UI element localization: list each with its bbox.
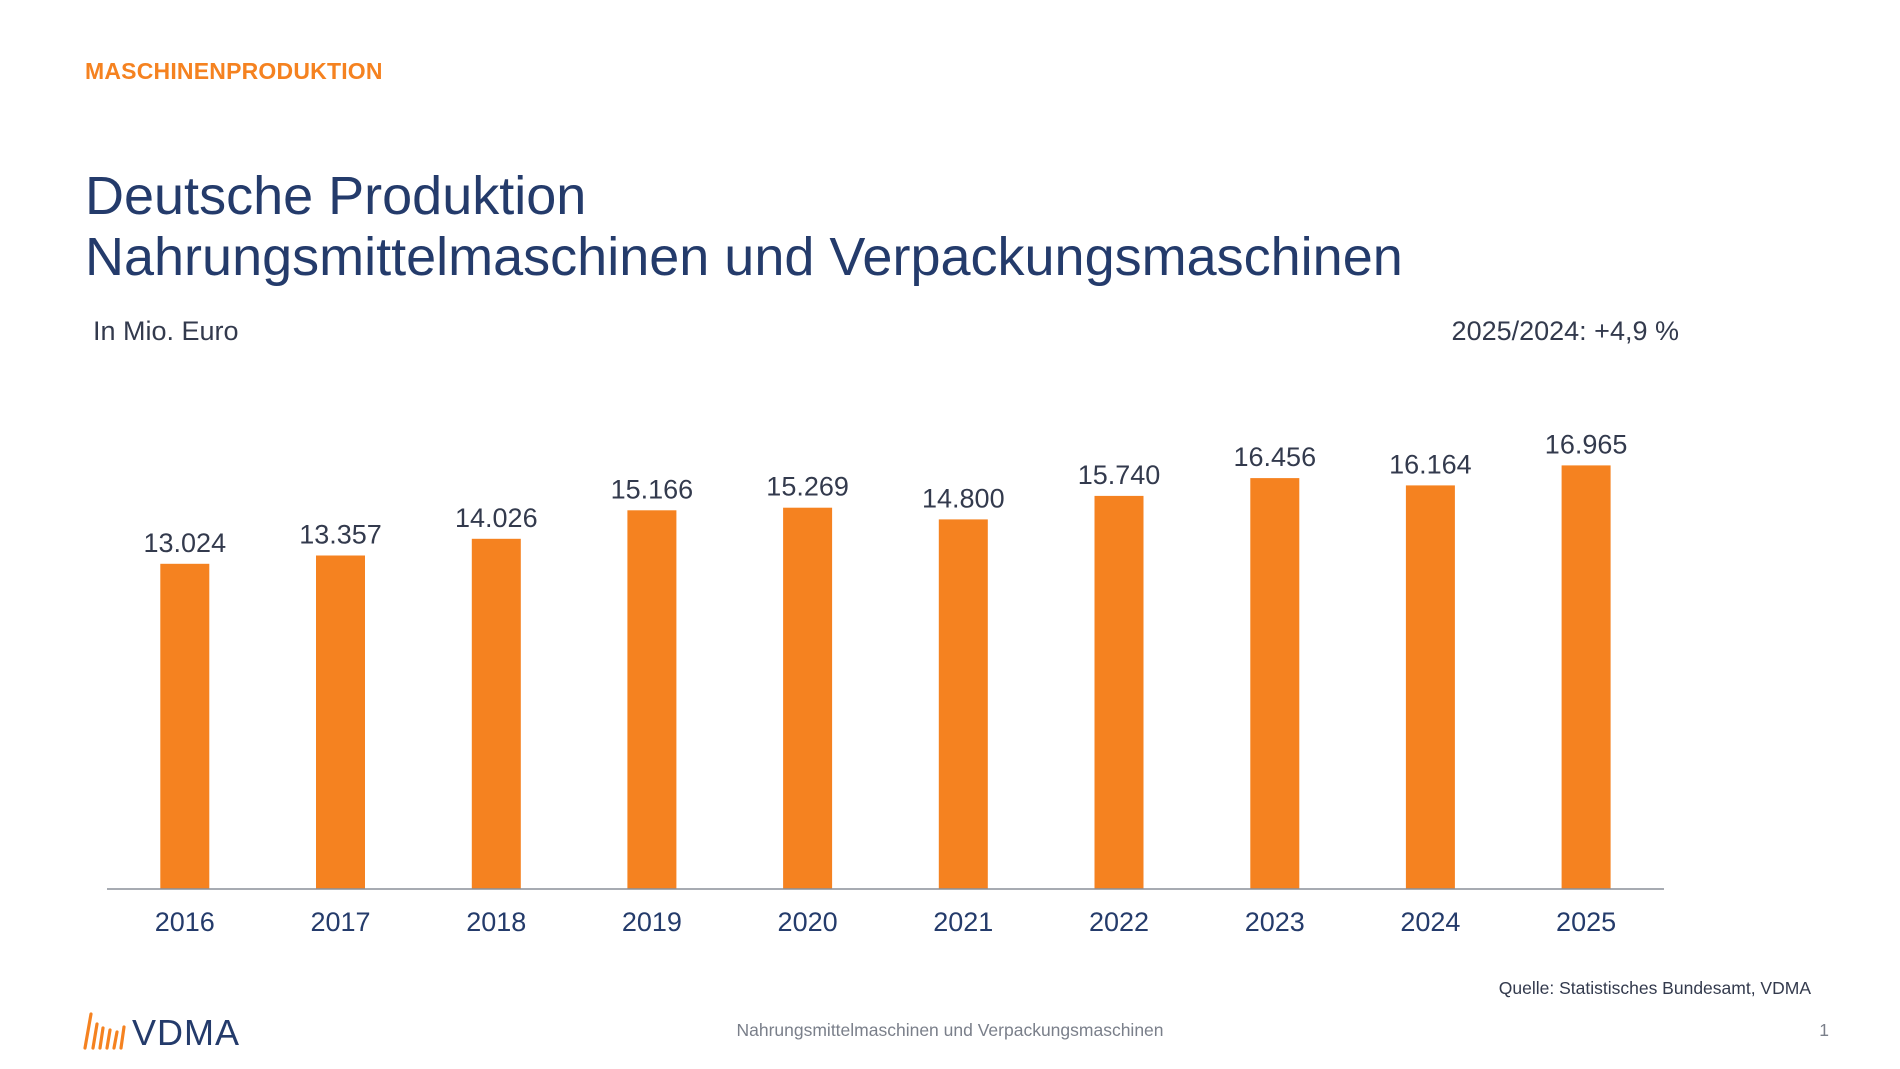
bar-2022 xyxy=(1094,495,1144,889)
value-label-2020: 15.269 xyxy=(766,472,849,502)
value-label-2025: 16.965 xyxy=(1545,429,1628,459)
vdma-logo-text: VDMA xyxy=(132,1012,240,1050)
title-line-2: Nahrungsmittelmaschinen und Verpackungsm… xyxy=(85,227,1403,287)
bar-2016 xyxy=(160,563,210,889)
tick-label-2021: 2021 xyxy=(933,907,993,937)
bar-2021 xyxy=(938,519,988,889)
page-number: 1 xyxy=(1819,1020,1829,1040)
value-label-2017: 13.357 xyxy=(299,520,382,550)
title-line-1: Deutsche Produktion xyxy=(85,166,587,226)
value-label-2016: 13.024 xyxy=(144,528,227,558)
bar-2025 xyxy=(1561,465,1611,889)
tick-label-2025: 2025 xyxy=(1556,907,1616,937)
bar-2017 xyxy=(316,555,365,889)
bar-2018 xyxy=(471,538,521,889)
tick-label-2022: 2022 xyxy=(1089,907,1149,937)
tick-label-group: 2016 2017 2018 2019 2020 2021 2022 2023 2024 2025 xyxy=(155,907,1616,937)
value-label-2019: 15.166 xyxy=(611,474,694,504)
value-label-2018: 14.026 xyxy=(455,503,538,533)
vdma-logo: VDMA xyxy=(83,1012,240,1050)
tick-label-2023: 2023 xyxy=(1245,907,1305,937)
vdma-logo-mark-icon xyxy=(83,1012,126,1050)
tick-label-2016: 2016 xyxy=(155,907,215,937)
bar-2019 xyxy=(627,510,677,889)
tick-label-2017: 2017 xyxy=(310,907,370,937)
value-label-2021: 14.800 xyxy=(922,483,1005,513)
tick-label-2024: 2024 xyxy=(1400,907,1460,937)
tick-label-2020: 2020 xyxy=(778,907,838,937)
growth-label: 2025/2024: +4,9 % xyxy=(1451,316,1679,346)
bar-2020 xyxy=(783,507,833,889)
source-note: Quelle: Statistisches Bundesamt, VDMA xyxy=(1498,978,1811,998)
section-kicker: MASCHINENPRODUKTION xyxy=(85,58,383,84)
value-label-group: 13.024 13.357 14.026 15.166 15.269 14.800 15.7… xyxy=(144,429,1628,557)
bar-2023 xyxy=(1250,478,1300,889)
value-label-2024: 16.164 xyxy=(1389,449,1472,479)
unit-label: In Mio. Euro xyxy=(93,316,239,346)
bar-group xyxy=(160,465,1611,889)
bar-2024 xyxy=(1405,485,1455,889)
tick-label-2018: 2018 xyxy=(466,907,526,937)
value-label-2023: 16.456 xyxy=(1234,442,1317,472)
tick-label-2019: 2019 xyxy=(622,907,682,937)
page-title: Deutsche Produktion Nahrungsmittelmaschi… xyxy=(85,166,1403,288)
value-label-2022: 15.740 xyxy=(1078,460,1161,490)
footer-center-text: Nahrungsmittelmaschinen und Verpackungsm… xyxy=(736,1020,1164,1040)
